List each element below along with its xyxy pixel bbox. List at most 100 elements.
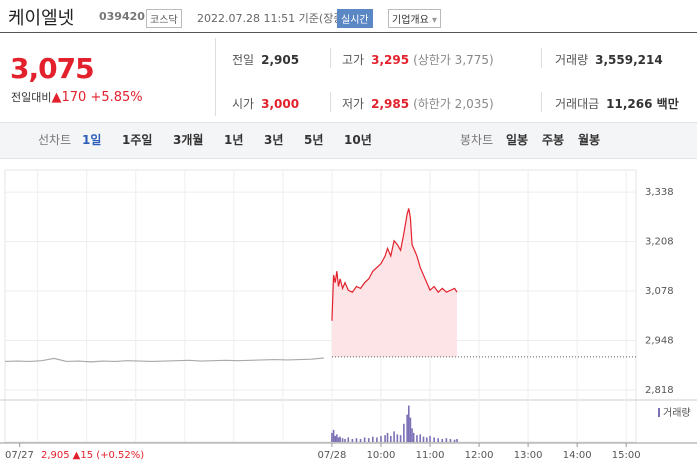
prev-day-info: 2,905 ▲15 (+0.52%) bbox=[41, 450, 144, 461]
stat: 저가 2,985 (하한가 2,035) bbox=[342, 95, 494, 112]
volume-bar bbox=[337, 437, 340, 442]
volume-bar bbox=[332, 429, 335, 442]
volume-bar bbox=[406, 414, 408, 442]
change-label: 전일대비 bbox=[11, 91, 52, 104]
prev-change: ▲15 (+0.52%) bbox=[73, 450, 145, 461]
legend-label: 거래량 bbox=[663, 407, 691, 419]
volume-bar bbox=[334, 435, 337, 442]
prev-close: 2,905 bbox=[41, 450, 70, 461]
stat-value: 3,000 bbox=[261, 97, 300, 111]
volume-bar bbox=[437, 438, 439, 442]
volume-bar bbox=[456, 438, 458, 442]
volume-bar bbox=[339, 436, 341, 442]
current-price: 3,075 bbox=[10, 52, 95, 85]
line bbox=[331, 208, 458, 321]
tab[interactable]: 월봉 bbox=[578, 133, 601, 147]
volume-bar bbox=[347, 437, 350, 442]
x-tick-label: 14:00 bbox=[563, 450, 592, 461]
volume-bar bbox=[384, 435, 386, 442]
stat-value: 2,985 bbox=[371, 97, 410, 111]
separator bbox=[330, 48, 331, 68]
stat: 시가 3,000 bbox=[232, 95, 299, 112]
y-tick-label: 2,948 bbox=[645, 336, 674, 347]
stat: 전일 2,905 bbox=[232, 51, 299, 68]
tab[interactable]: 5년 bbox=[304, 133, 324, 147]
volume-bar bbox=[367, 438, 370, 442]
volume-bar bbox=[453, 439, 456, 442]
tab[interactable]: 일봉 bbox=[506, 133, 529, 147]
tab[interactable]: 주봉 bbox=[542, 133, 565, 147]
volume-bar bbox=[411, 428, 413, 442]
volume-bar bbox=[399, 435, 402, 442]
divider bbox=[0, 32, 697, 33]
volume-bar bbox=[372, 436, 374, 442]
volume-bar bbox=[412, 432, 415, 442]
tab[interactable]: 3년 bbox=[264, 133, 284, 147]
volume-bar bbox=[386, 432, 389, 442]
volume-bar bbox=[422, 436, 425, 442]
volume-bar bbox=[441, 438, 444, 442]
volume-bar bbox=[419, 434, 422, 442]
tab[interactable]: 1일 bbox=[82, 133, 102, 147]
x-tick-label: 12:00 bbox=[465, 450, 494, 461]
volume-bar bbox=[449, 438, 452, 442]
tab[interactable]: 10년 bbox=[344, 133, 372, 147]
volume-bar bbox=[380, 435, 382, 442]
stat-label: 시가 bbox=[232, 97, 255, 111]
stat: 거래량 3,559,214 bbox=[555, 51, 663, 68]
volume-bar bbox=[393, 431, 395, 442]
separator bbox=[541, 48, 542, 68]
area bbox=[331, 208, 457, 357]
stat-value: 2,905 bbox=[261, 53, 300, 67]
x-tick-label: 10:00 bbox=[367, 450, 396, 461]
stat-label: 고가 bbox=[342, 53, 365, 67]
volume-bar bbox=[363, 437, 366, 442]
tab[interactable]: 1년 bbox=[224, 133, 244, 147]
separator bbox=[541, 92, 542, 112]
volume-bar bbox=[425, 437, 428, 442]
x-tick-label: 13:00 bbox=[514, 450, 543, 461]
tab-heading: 선차트 bbox=[38, 133, 72, 147]
volume-bar bbox=[351, 438, 354, 442]
stat-value: 3,295 bbox=[371, 53, 410, 67]
volume-bar bbox=[389, 435, 392, 442]
x-tick-label: 07/27 bbox=[5, 450, 34, 461]
tab[interactable]: 1주일 bbox=[122, 133, 153, 147]
stat-label: 거래량 bbox=[555, 53, 589, 67]
y-tick-label: 2,818 bbox=[645, 385, 674, 396]
stat-label: 저가 bbox=[342, 97, 365, 111]
change-rate: +5.85% bbox=[90, 90, 143, 105]
x-tick-label: 15:00 bbox=[612, 450, 641, 461]
chart: 2,818 2,948 3,078 3,208 3,338 07/27 07/28 10:00… bbox=[0, 169, 697, 461]
tab[interactable]: 3개월 bbox=[173, 133, 204, 147]
volume-bar bbox=[331, 432, 333, 442]
company-info-button[interactable]: 기업개요 ▾ bbox=[388, 9, 442, 28]
x-tick-label: 07/28 bbox=[318, 450, 347, 461]
volume-bar bbox=[403, 423, 405, 442]
change-amount: ▲170 bbox=[51, 90, 87, 105]
volume-bar bbox=[336, 434, 338, 442]
volume-bar bbox=[341, 438, 344, 442]
y-tick-label: 3,338 bbox=[645, 187, 674, 198]
x-tick-label: 11:00 bbox=[416, 450, 445, 461]
line bbox=[4, 357, 324, 363]
volume-bar bbox=[359, 438, 362, 442]
legend-swatch bbox=[658, 408, 660, 417]
market-badge: 코스닥 bbox=[146, 9, 182, 28]
stat-label: 전일 bbox=[232, 53, 255, 67]
volume-bar bbox=[429, 435, 431, 442]
tab-heading: 봉차트 bbox=[460, 133, 494, 147]
volume-bar bbox=[445, 438, 448, 442]
datetime: 2022.07.28 11:51 기준(장중) bbox=[197, 12, 348, 25]
realtime-button[interactable]: 실시간 bbox=[337, 9, 373, 28]
separator bbox=[215, 38, 216, 116]
volume-bar bbox=[407, 405, 410, 442]
separator bbox=[330, 92, 331, 112]
company-info-label[interactable]: 기업개요 bbox=[392, 15, 429, 26]
volume-bar bbox=[416, 435, 418, 442]
volume-bar bbox=[409, 417, 412, 442]
stat-label: 거래대금 bbox=[555, 97, 600, 111]
stat: 고가 3,295 (상한가 3,775) bbox=[342, 51, 494, 68]
volume-bar bbox=[355, 438, 358, 442]
